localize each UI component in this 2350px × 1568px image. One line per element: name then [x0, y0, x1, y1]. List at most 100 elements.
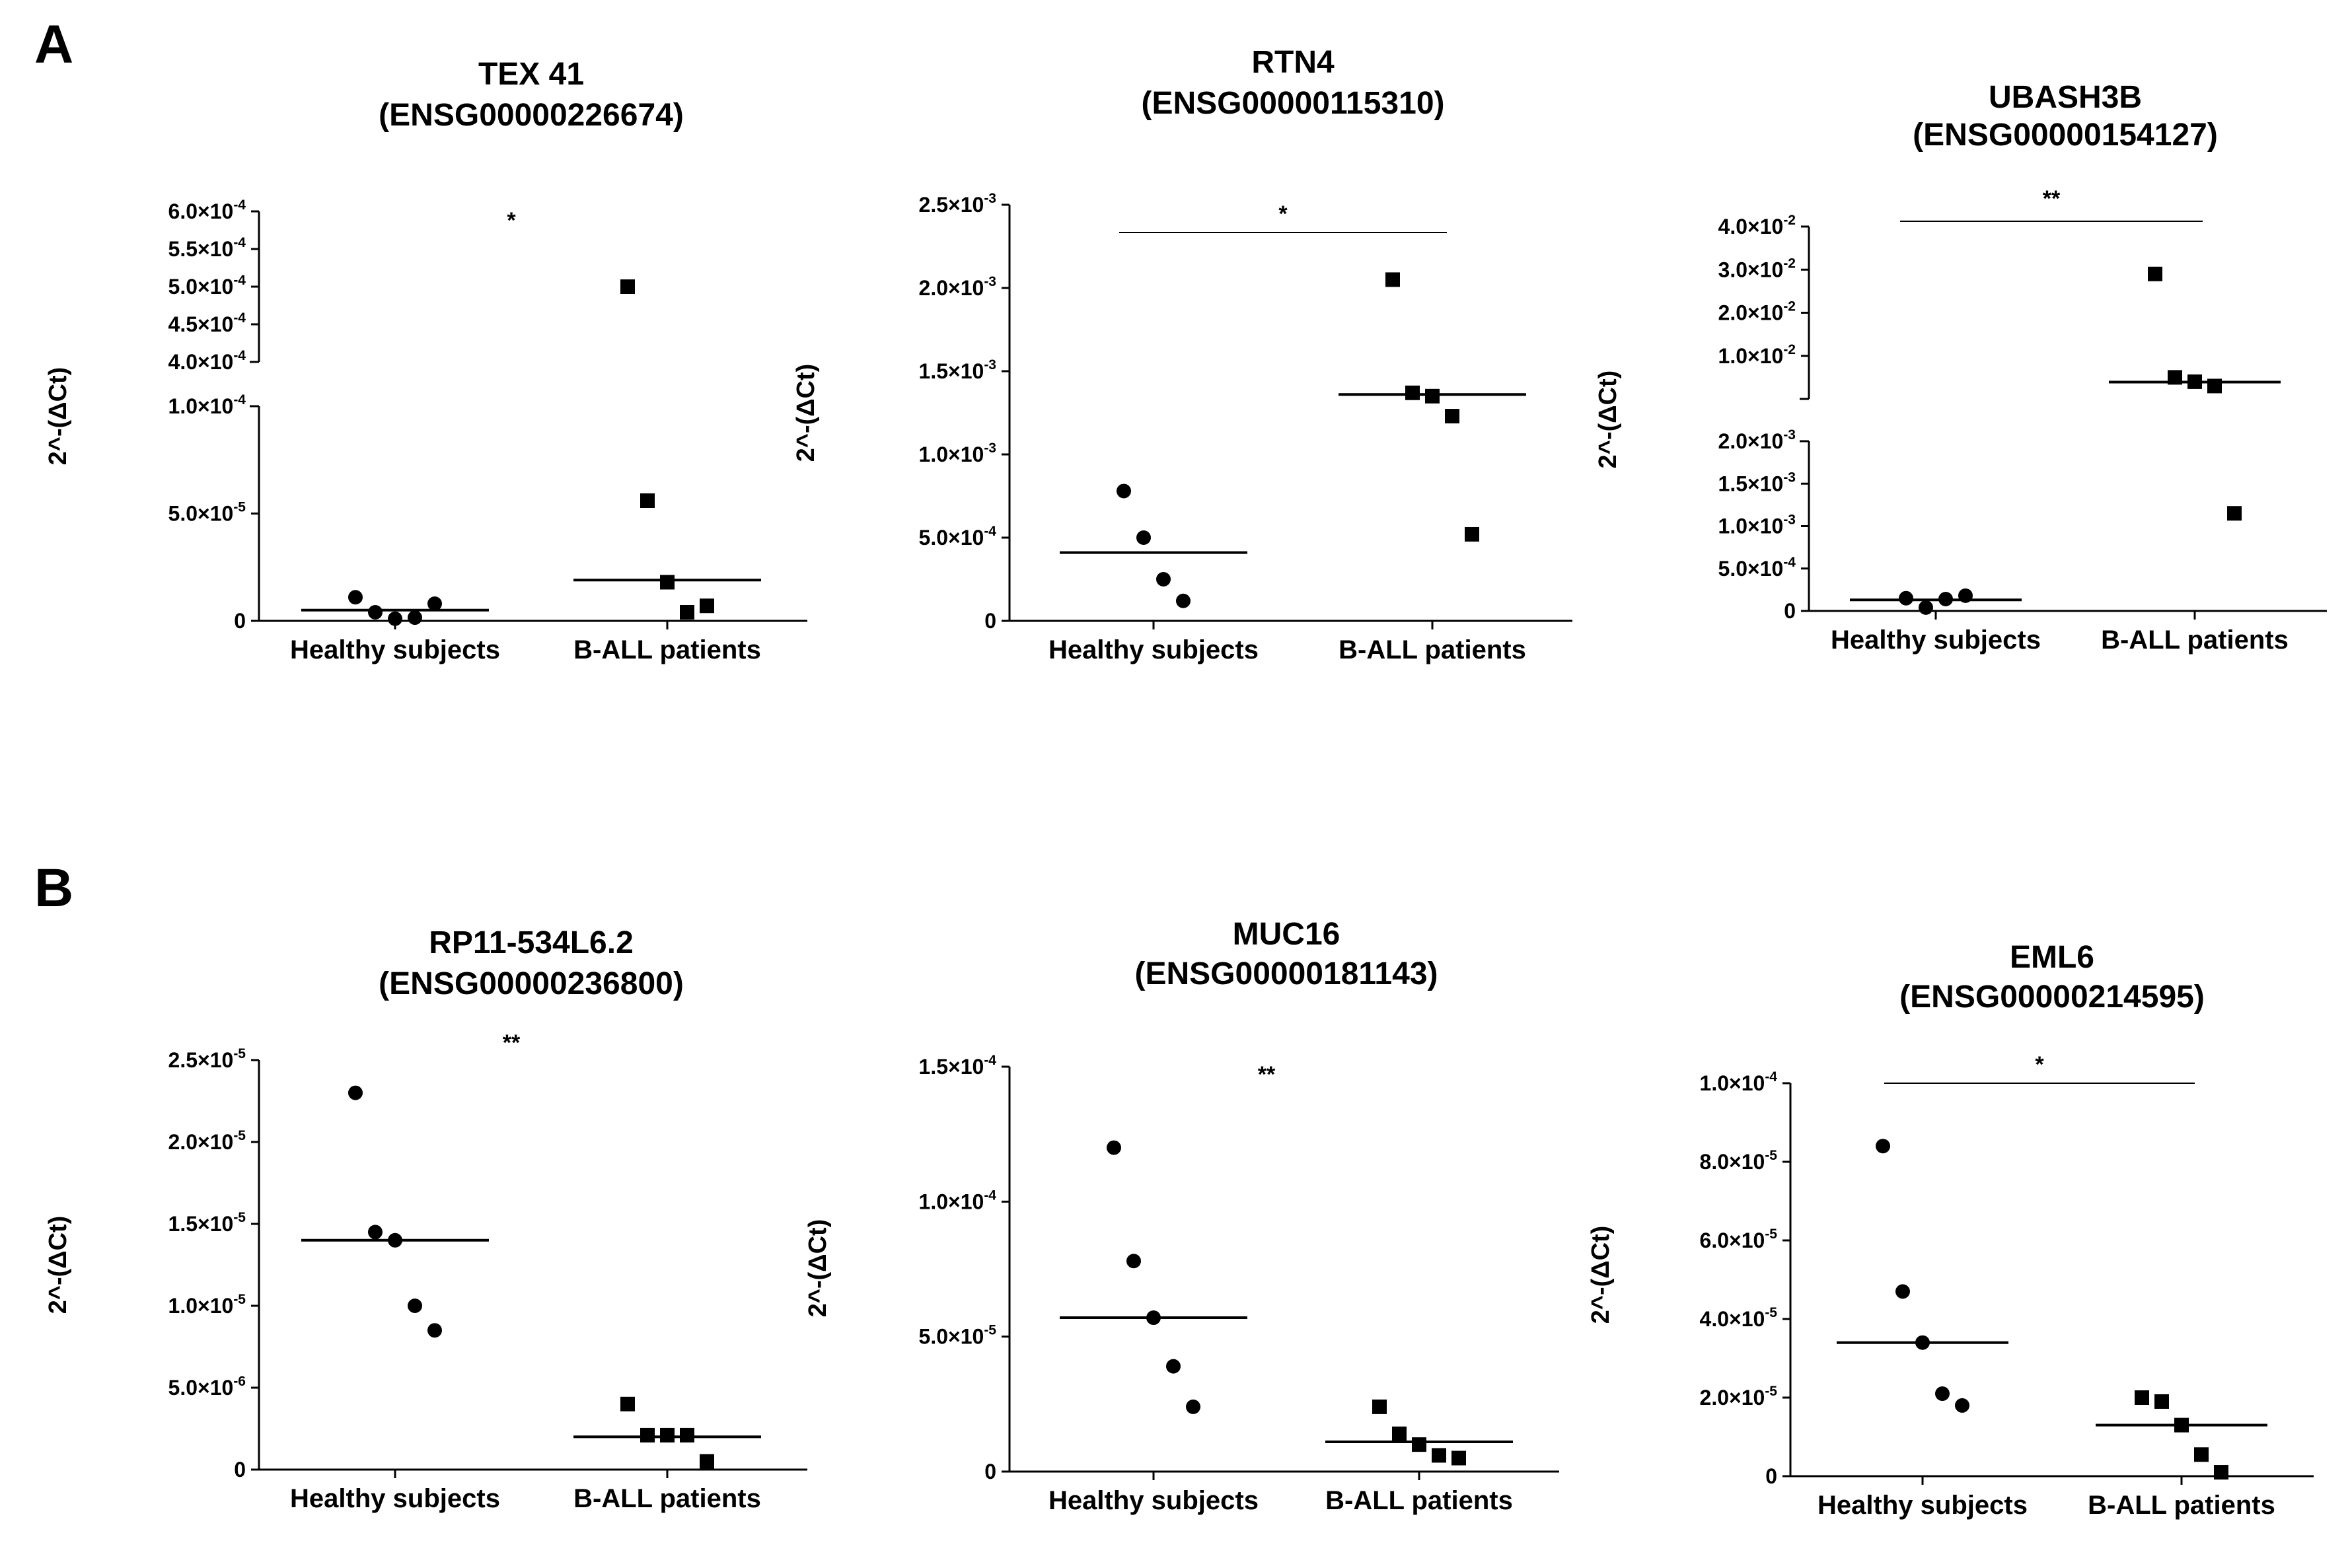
- x-category-label: B-ALL patients: [2088, 1491, 2275, 1520]
- data-point: [1425, 388, 1440, 404]
- y-tick-label: 1.0×10-4: [168, 392, 246, 418]
- y-axis-label: 2^-(ΔCt): [1594, 371, 1622, 469]
- y-tick-label: 1.5×10-3: [919, 357, 996, 383]
- y-tick-label: 2.5×10-5: [168, 1046, 246, 1072]
- y-tick-label: 5.5×10-4: [168, 235, 246, 261]
- significance-label: *: [1278, 201, 1288, 227]
- significance-label: *: [507, 208, 516, 233]
- chart-title: TEX 41: [478, 57, 584, 92]
- x-category-label: Healthy subjects: [1048, 635, 1259, 664]
- y-axis-label: 2^-(ΔCt): [44, 367, 72, 466]
- data-point: [1186, 1399, 1200, 1414]
- y-tick-label: 1.0×10-2: [1718, 342, 1796, 368]
- data-point: [1117, 483, 1131, 499]
- y-tick-label: 5.0×10-6: [168, 1374, 246, 1400]
- data-point: [620, 1396, 635, 1411]
- chart-subtitle: (ENSG00000154127): [1913, 118, 2218, 153]
- y-tick-label: 4.0×10-2: [1718, 213, 1796, 238]
- chart-panel-3: UBASH3B(ENSG00000154127) 2^-(ΔCt) 0 5.0×10-…: [1594, 80, 2327, 655]
- y-tick-label: 0: [984, 609, 996, 633]
- data-point: [1451, 1450, 1466, 1466]
- y-tick-label: 1.0×10-5: [168, 1292, 246, 1318]
- y-tick-label: 2.0×10-5: [1700, 1384, 1778, 1409]
- data-point: [348, 590, 363, 605]
- significance-label: **: [2043, 186, 2061, 211]
- y-tick-label: 4.0×10-5: [1700, 1305, 1778, 1331]
- y-tick-label: 4.0×10-4: [168, 348, 246, 374]
- chart-panel-4: RP11-534L6.2 (ENSG00000236800) 2^-(ΔCt) 0 5.…: [44, 925, 807, 1513]
- data-point: [2148, 266, 2162, 281]
- y-tick-label: 2.0×10-3: [919, 274, 996, 300]
- data-point: [1876, 1139, 1890, 1154]
- data-point: [680, 605, 694, 620]
- significance-label: **: [1258, 1062, 1276, 1087]
- chart-panel-5: MUC16 (ENSG00000181143) 2^-(ΔCt) 0 5.0×10-5 1…: [804, 917, 1559, 1515]
- data-point: [2227, 506, 2242, 521]
- data-point: [1156, 572, 1171, 587]
- y-tick-label: 6.0×10-4: [168, 197, 246, 223]
- data-point: [1405, 385, 1420, 400]
- data-point: [408, 1299, 422, 1313]
- data-point: [1432, 1448, 1446, 1463]
- data-point: [1445, 409, 1459, 424]
- y-tick-label: 1.5×10-5: [168, 1210, 246, 1236]
- y-tick-label: 6.0×10-5: [1700, 1227, 1778, 1252]
- chart-subtitle: (ENSG00000236800): [379, 966, 684, 1001]
- data-point: [620, 279, 635, 294]
- data-point: [348, 1085, 363, 1100]
- data-point: [1895, 1284, 1910, 1299]
- y-tick-label: 1.0×10-4: [1700, 1069, 1778, 1095]
- chart-title: MUC16: [1233, 917, 1340, 952]
- data-point: [368, 1225, 383, 1240]
- chart-panel-2: RTN4 (ENSG00000115310) 2^-(ΔCt) 0 5.0×10-4 1.…: [792, 45, 1572, 664]
- x-category-label: Healthy subjects: [290, 1484, 500, 1513]
- data-point: [1372, 1399, 1387, 1414]
- x-category-label: B-ALL patients: [2101, 625, 2289, 655]
- y-tick-label: 5.0×10-5: [919, 1323, 997, 1349]
- y-axis-label: 2^-(ΔCt): [804, 1219, 832, 1318]
- y-tick-label: 3.0×10-2: [1718, 256, 1796, 281]
- x-category-label: Healthy subjects: [290, 635, 500, 664]
- panel-label-a: A: [34, 15, 73, 75]
- y-tick-label: 0: [234, 609, 246, 633]
- data-point: [427, 596, 442, 611]
- data-point: [1899, 590, 1913, 606]
- y-tick-label: 0: [984, 1460, 996, 1483]
- data-point: [640, 1427, 655, 1443]
- data-point: [640, 493, 655, 508]
- data-point: [1955, 1398, 1969, 1413]
- chart-subtitle: (ENSG00000214595): [1899, 980, 2205, 1015]
- data-point: [2154, 1394, 2169, 1409]
- x-category-label: B-ALL patients: [1339, 635, 1526, 664]
- chart-subtitle: (ENSG00000181143): [1135, 956, 1438, 991]
- data-point: [368, 605, 383, 620]
- data-point: [1935, 1386, 1950, 1402]
- data-point: [660, 1427, 675, 1443]
- y-tick-label: 5.0×10-5: [168, 500, 246, 526]
- data-point: [1919, 600, 1933, 615]
- x-category-label: Healthy subjects: [1048, 1486, 1259, 1515]
- data-point: [1392, 1426, 1407, 1441]
- y-tick-label: 0: [1765, 1464, 1777, 1488]
- y-axis-label: 2^-(ΔCt): [792, 364, 820, 462]
- x-category-label: B-ALL patients: [573, 635, 761, 664]
- significance-label: **: [503, 1030, 521, 1055]
- data-point: [2135, 1390, 2149, 1405]
- data-point: [1166, 1359, 1181, 1374]
- data-point: [1385, 272, 1400, 287]
- chart-title: RTN4: [1251, 45, 1335, 80]
- data-point: [1176, 593, 1191, 608]
- data-point: [427, 1323, 442, 1338]
- chart-title: EML6: [2010, 940, 2094, 975]
- y-tick-label: 1.5×10-3: [1718, 470, 1796, 495]
- panel-label-b: B: [34, 858, 73, 918]
- data-point: [388, 611, 402, 626]
- data-point: [1465, 526, 1479, 542]
- y-tick-label: 2.0×10-2: [1718, 299, 1796, 325]
- x-category-label: Healthy subjects: [1831, 625, 2041, 655]
- chart-subtitle: (ENSG00000226674): [379, 98, 684, 133]
- data-point: [2214, 1465, 2228, 1480]
- y-tick-label: 2.0×10-3: [1718, 427, 1796, 453]
- x-category-label: B-ALL patients: [1325, 1486, 1513, 1515]
